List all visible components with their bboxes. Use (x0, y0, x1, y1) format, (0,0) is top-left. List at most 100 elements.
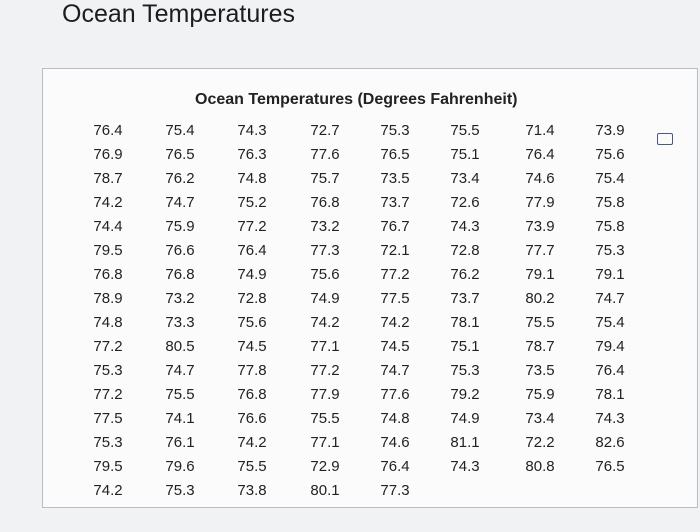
table-cell: 74.6 (525, 170, 555, 187)
table-cell: 79.6 (165, 458, 195, 475)
table-cell: 72.6 (450, 194, 480, 211)
table-cell: 74.7 (165, 194, 195, 211)
table-cell: 75.4 (165, 122, 195, 139)
table-cell: 77.1 (310, 338, 340, 355)
table-cell: 76.5 (165, 146, 195, 163)
table-cell: 77.7 (525, 242, 555, 259)
table-cell: 75.4 (595, 170, 625, 187)
table-cell: 75.9 (165, 218, 195, 235)
table-cell: 73.5 (525, 362, 555, 379)
table-cell: 77.2 (93, 386, 123, 403)
table-cell: 77.2 (93, 338, 123, 355)
table-cell: 77.9 (525, 194, 555, 211)
table-cell: 74.9 (310, 290, 340, 307)
table-cell: 75.6 (595, 146, 625, 163)
table-cell: 72.8 (450, 242, 480, 259)
table-column: 75.3 76.5 73.5 73.7 76.7 72.1 77.2 77.5 74.2 74.5… (365, 119, 425, 503)
table-cell: 71.4 (525, 122, 555, 139)
table-cell: 75.5 (450, 122, 480, 139)
table-cell: 76.4 (595, 362, 625, 379)
table-cell: 73.2 (310, 218, 340, 235)
table-cell: 74.3 (237, 122, 267, 139)
table-title: Ocean Temperatures (Degrees Fahrenheit) (195, 91, 518, 108)
table-cell: 74.5 (380, 338, 410, 355)
table-cell: 75.3 (165, 482, 195, 499)
table-cell: 77.3 (310, 242, 340, 259)
table-cell: 76.6 (237, 410, 267, 427)
table-cell: 74.2 (93, 482, 123, 499)
table-cell: 73.9 (525, 218, 555, 235)
table-cell: 82.6 (595, 434, 625, 451)
table-cell: 77.5 (380, 290, 410, 307)
table-cell: 76.9 (93, 146, 123, 163)
table-cell: 75.3 (93, 434, 123, 451)
table-cell: 77.2 (237, 218, 267, 235)
table-cell: 72.8 (237, 290, 267, 307)
table-cell: 75.5 (310, 410, 340, 427)
table-cell: 73.7 (380, 194, 410, 211)
table-cell: 73.7 (450, 290, 480, 307)
table-cell: 75.1 (450, 338, 480, 355)
table-cell: 74.9 (450, 410, 480, 427)
table-cell: 80.8 (525, 458, 555, 475)
table-cell: 74.5 (237, 338, 267, 355)
table-cell: 76.4 (525, 146, 555, 163)
table-cell: 74.2 (310, 314, 340, 331)
table-cell: 75.9 (525, 386, 555, 403)
data-panel (42, 68, 698, 508)
table-cell: 76.8 (310, 194, 340, 211)
table-cell: 78.1 (450, 314, 480, 331)
copy-icon[interactable] (657, 133, 673, 145)
table-cell: 80.5 (165, 338, 195, 355)
table-cell: 74.8 (380, 410, 410, 427)
table-cell: 77.1 (310, 434, 340, 451)
table-cell: 74.8 (93, 314, 123, 331)
table-cell: 78.7 (93, 170, 123, 187)
table-cell: 79.1 (595, 266, 625, 283)
table-cell: 74.3 (450, 458, 480, 475)
table-cell: 78.7 (525, 338, 555, 355)
table-cell: 78.9 (93, 290, 123, 307)
table-cell: 80.2 (525, 290, 555, 307)
table-cell: 77.6 (310, 146, 340, 163)
table-cell: 76.4 (93, 122, 123, 139)
table-cell: 76.2 (450, 266, 480, 283)
table-cell: 74.1 (165, 410, 195, 427)
table-cell: 72.1 (380, 242, 410, 259)
table-cell: 81.1 (450, 434, 480, 451)
table-cell: 77.5 (93, 410, 123, 427)
table-cell: 77.2 (380, 266, 410, 283)
table-cell: 76.6 (165, 242, 195, 259)
table-cell: 74.2 (380, 314, 410, 331)
table-cell: 74.3 (595, 410, 625, 427)
table-cell: 72.9 (310, 458, 340, 475)
table-column: 75.5 75.1 73.4 72.6 74.3 72.8 76.2 73.7 78.1 75.1… (435, 119, 495, 479)
table-cell: 73.4 (450, 170, 480, 187)
table-cell: 79.1 (525, 266, 555, 283)
table-cell: 75.3 (450, 362, 480, 379)
table-cell: 75.2 (237, 194, 267, 211)
table-cell: 75.5 (525, 314, 555, 331)
table-cell: 74.7 (595, 290, 625, 307)
table-cell: 76.4 (237, 242, 267, 259)
table-cell: 77.6 (380, 386, 410, 403)
table-cell: 77.9 (310, 386, 340, 403)
table-cell: 73.3 (165, 314, 195, 331)
table-cell: 75.1 (450, 146, 480, 163)
table-cell: 75.8 (595, 194, 625, 211)
table-column: 73.9 75.6 75.4 75.8 75.8 75.3 79.1 74.7 75.4 79.4… (580, 119, 640, 479)
table-cell: 79.4 (595, 338, 625, 355)
table-cell: 75.5 (165, 386, 195, 403)
table-cell: 79.2 (450, 386, 480, 403)
table-cell: 74.9 (237, 266, 267, 283)
table-cell: 74.6 (380, 434, 410, 451)
table-cell: 75.4 (595, 314, 625, 331)
page-title: Ocean Temperatures (62, 0, 295, 28)
table-cell: 75.8 (595, 218, 625, 235)
table-cell: 76.2 (165, 170, 195, 187)
table-cell: 76.5 (380, 146, 410, 163)
table-cell: 73.2 (165, 290, 195, 307)
table-cell: 74.2 (93, 194, 123, 211)
table-cell: 79.5 (93, 242, 123, 259)
